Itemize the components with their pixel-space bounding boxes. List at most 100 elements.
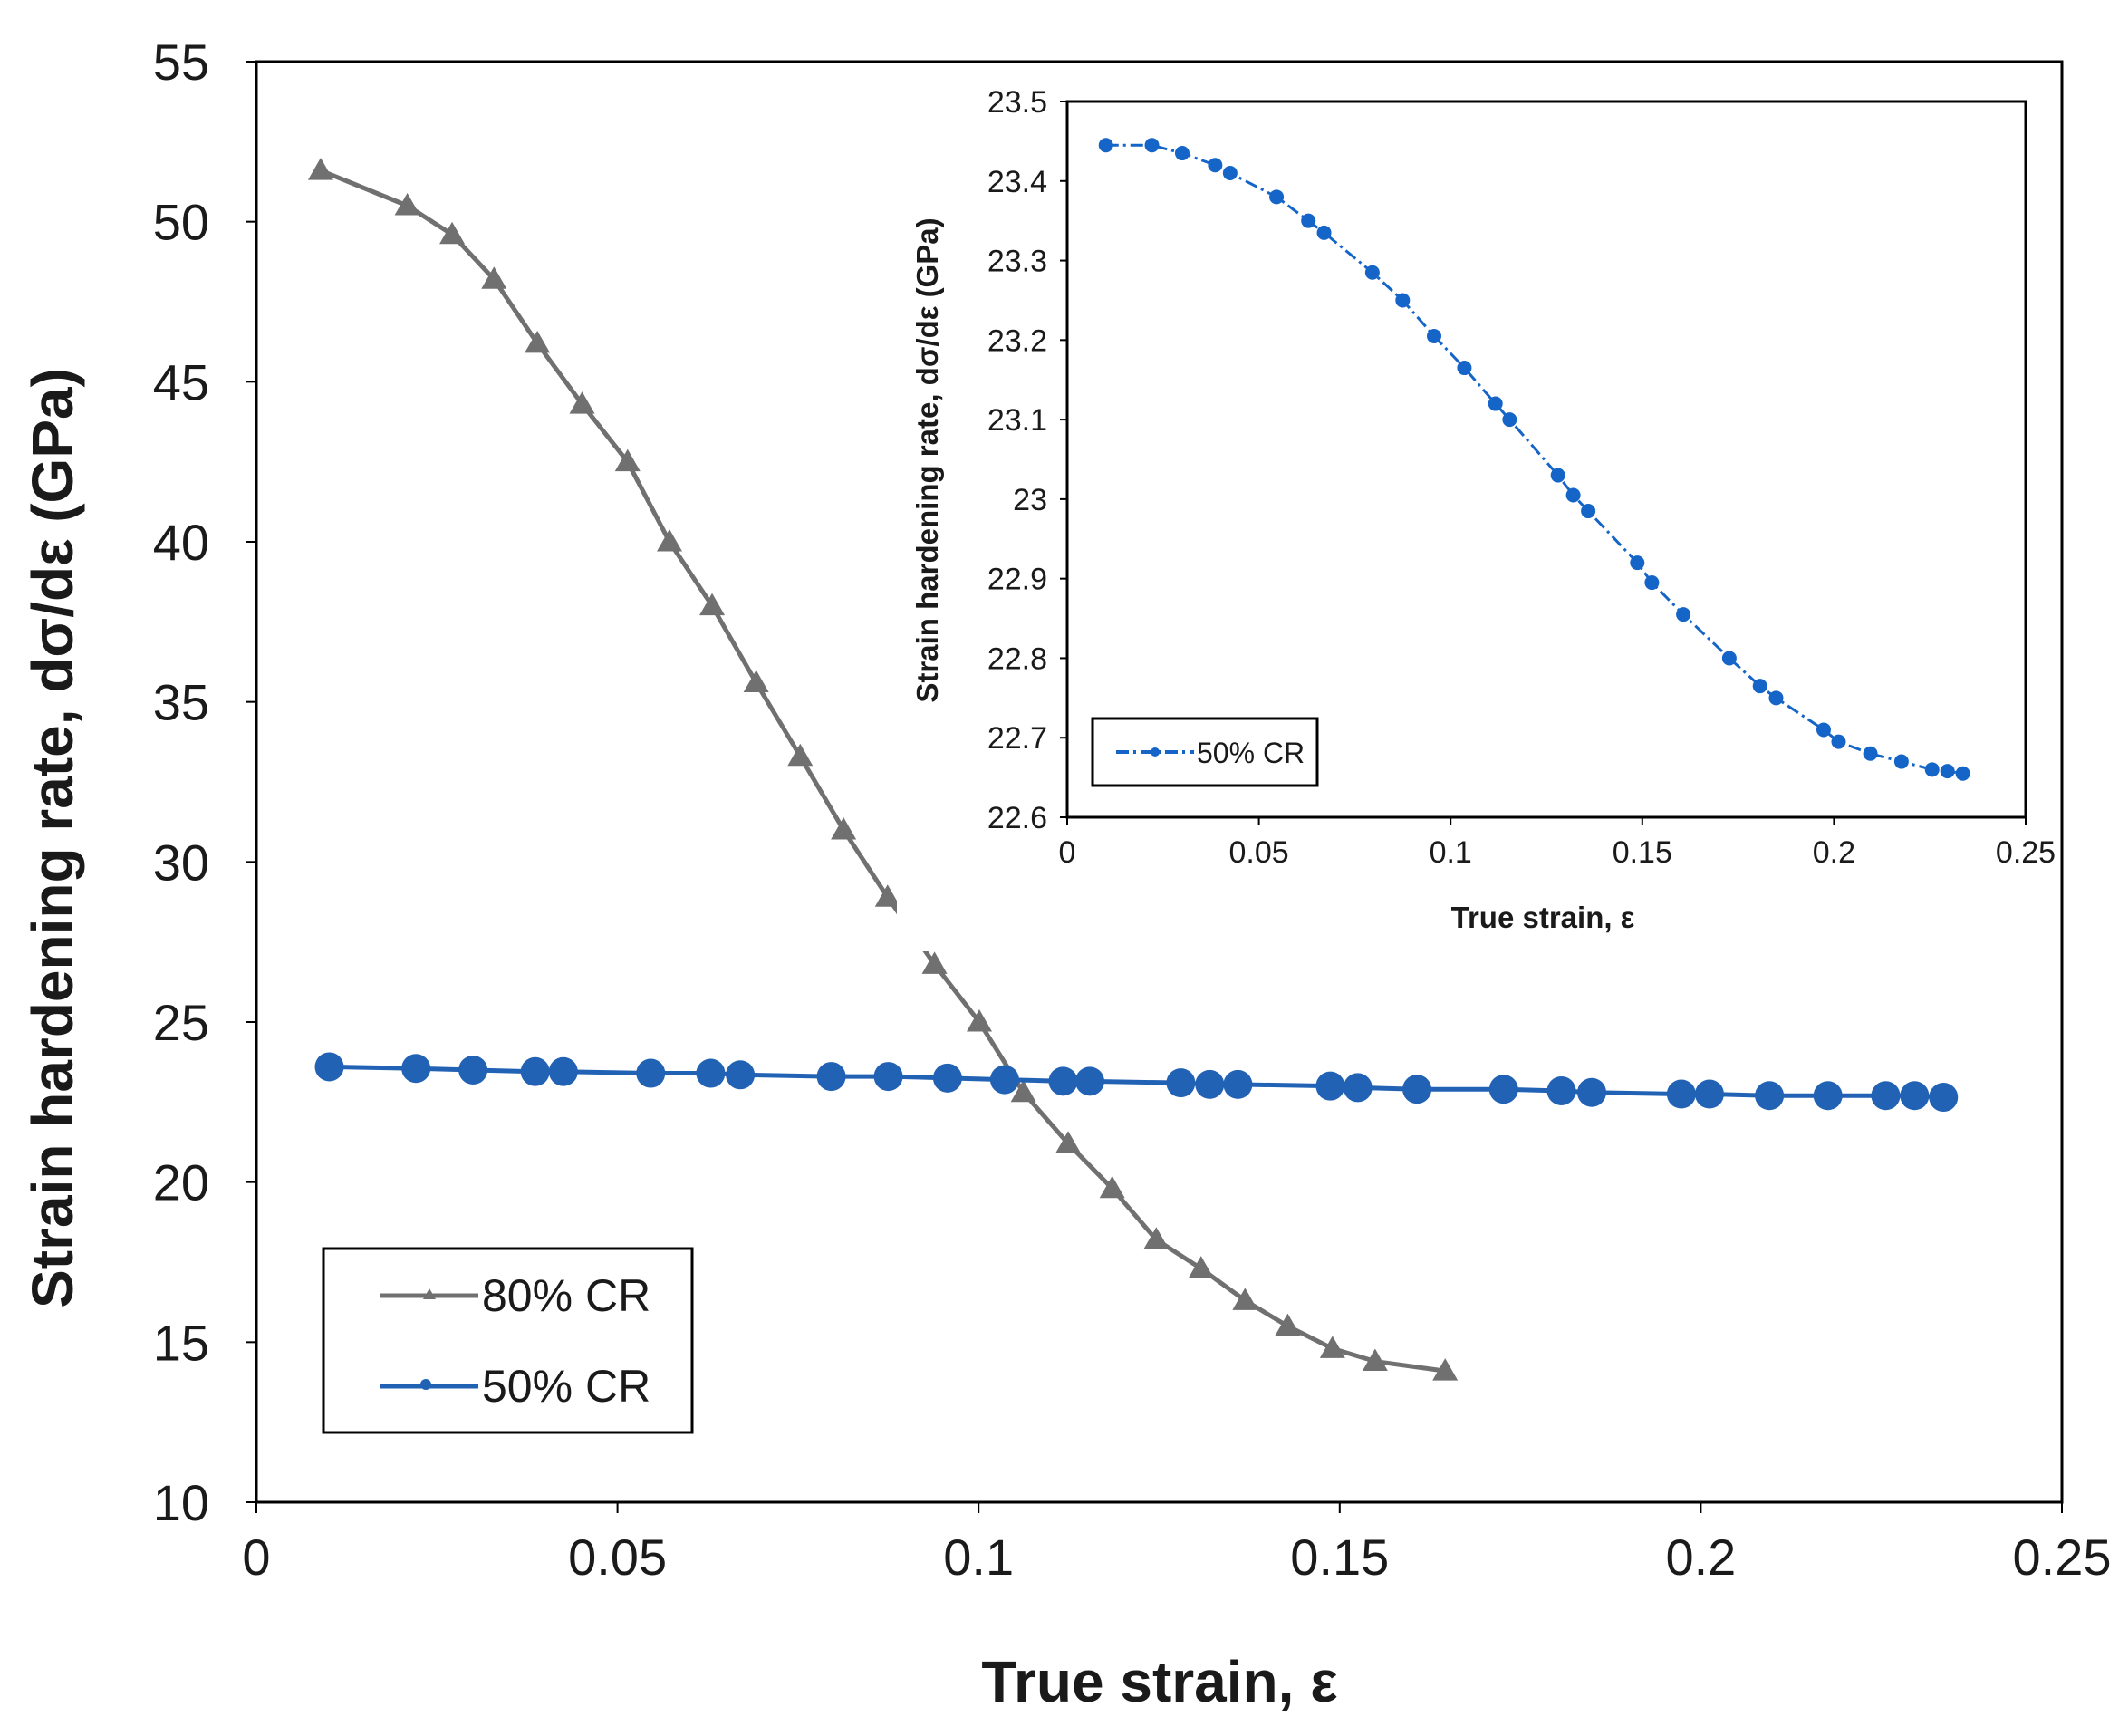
inset-y-tick-label: 23.5 [987, 85, 1047, 120]
inset-x-tick-label: 0.05 [1229, 835, 1289, 870]
main-series-80-cr-point [481, 266, 507, 289]
main-series-50-cr-point [1666, 1079, 1696, 1109]
inset-series-50-cr-point [1488, 396, 1503, 411]
main-series-80-cr-point [614, 448, 641, 472]
main-series-50-cr-point [696, 1058, 726, 1088]
main-series-50-cr-point [1315, 1071, 1345, 1101]
inset-x-tick-label: 0.2 [1813, 835, 1855, 870]
main-x-tick-label: 0 [242, 1529, 270, 1586]
inset-y-tick-label: 23.3 [987, 245, 1047, 279]
main-y-tick-label: 35 [153, 674, 209, 731]
inset-series-50-cr-point [1581, 504, 1596, 519]
inset-series-50-cr-point [1395, 293, 1411, 308]
main-series-80-cr-point [1055, 1131, 1082, 1153]
main-series-50-cr-point [520, 1056, 550, 1086]
main-series-80-cr-point [1099, 1175, 1125, 1199]
main-series-50-cr-point [1195, 1069, 1225, 1099]
main-x-tick-label: 0.25 [2013, 1529, 2112, 1586]
main-series-50-cr-point [726, 1060, 756, 1090]
inset-series-50-cr-point [1644, 575, 1660, 591]
main-series-50-cr-point [1402, 1075, 1432, 1104]
main-series-80-cr-point [1275, 1313, 1301, 1336]
inset-series-50-cr-point [1269, 189, 1285, 205]
main-series-80-cr-point [743, 670, 769, 692]
main-series-50-cr-point [1223, 1069, 1253, 1099]
main-y-tick-label: 20 [153, 1154, 209, 1211]
inset-plot-area [1065, 100, 2027, 819]
inset-series-50-cr-point [1301, 213, 1316, 228]
main-x-tick-label: 0.15 [1290, 1529, 1389, 1586]
inset-plot: 0 0.05 0.1 0.15 0.2 0.25 22.6 22.7 22.8 22.9 23 23.… [897, 85, 2056, 951]
main-series-50-cr-point [1074, 1066, 1104, 1096]
main-series-80-cr-point [874, 884, 901, 907]
main-y-tick-label: 50 [153, 194, 209, 251]
inset-series-50-cr-point [1565, 487, 1581, 503]
inset-legend-marker [1151, 747, 1160, 757]
main-ticks: 0 0.05 0.1 0.15 0.2 0.25 10 15 20 25 30 35 40 45 50 55 [153, 34, 2112, 1586]
inset-series-50-cr-point [1955, 766, 1970, 781]
inset-series-50-cr-point [1863, 746, 1878, 761]
main-legend: 80% CR 50% CR [322, 1247, 694, 1434]
inset-series-50-cr-point [1502, 412, 1517, 428]
legend-50cr-marker [420, 1379, 431, 1390]
main-x-axis-title: True strain, ε [981, 1649, 1337, 1714]
main-series-50-cr-point [1900, 1081, 1930, 1111]
main-series-80-cr-point [656, 529, 682, 552]
main-series-50-cr-point [816, 1062, 846, 1092]
main-series-50-cr-point [458, 1056, 488, 1085]
main-series-80-cr-point [1232, 1288, 1258, 1310]
inset-y-tick-label: 22.6 [987, 801, 1047, 835]
main-series-80-cr-point [525, 330, 551, 353]
inset-series-50-cr-point [1721, 651, 1737, 666]
inset-y-tick-label: 23.1 [987, 403, 1047, 438]
main-series-50-cr-point [1343, 1073, 1373, 1103]
main-series-80-cr-point [1010, 1079, 1036, 1103]
inset-series-50-cr-point [1144, 138, 1160, 153]
main-series-50-cr-point [1546, 1075, 1576, 1105]
main-y-tick-label: 40 [153, 514, 209, 571]
inset-legend-box [1091, 717, 1319, 787]
main-y-tick-label: 45 [153, 353, 209, 410]
main-series-50-cr-point [314, 1052, 344, 1082]
main-series-80-cr-point [569, 391, 595, 414]
main-y-axis-title: Strain hardening rate, dσ/dε (GPa) [20, 368, 85, 1308]
inset-series-50-cr-point [1752, 679, 1767, 694]
main-series [307, 158, 1959, 1381]
inset-series-50-cr-point [1831, 734, 1846, 749]
main-series-50-cr-point [873, 1062, 903, 1092]
main-x-tick-label: 0.05 [568, 1529, 667, 1586]
main-series-80-cr-point [966, 1009, 992, 1032]
main-series-80-cr-point [394, 193, 420, 216]
inset-y-tick-label: 23.4 [987, 165, 1047, 199]
main-series-50-cr-point [548, 1056, 578, 1086]
inset-series-50-cr-point [1768, 690, 1784, 706]
main-series-80-cr-point [921, 951, 948, 974]
main-series-50-cr-point [636, 1058, 666, 1088]
inset-series-50-cr-point [1940, 764, 1955, 779]
main-series-50-cr-point [401, 1054, 431, 1084]
main-y-tick-label: 25 [153, 994, 209, 1051]
main-series-80-cr-point [1432, 1358, 1459, 1381]
legend-80cr-marker [423, 1288, 436, 1299]
inset-legend-label: 50% CR [1197, 737, 1305, 769]
main-series-50-cr-point [1813, 1081, 1843, 1111]
inset-series [1098, 138, 1970, 781]
main-series-50-cr-point [1488, 1075, 1518, 1104]
inset-ticks: 0 0.05 0.1 0.15 0.2 0.25 22.6 22.7 22.8 22.9 23 23.… [987, 85, 2056, 870]
inset-series-50-cr-point [1816, 722, 1831, 738]
inset-series-50-cr-point [1174, 146, 1190, 161]
inset-y-tick-label: 23 [1013, 483, 1047, 517]
inset-y-tick-label: 22.8 [987, 641, 1047, 676]
inset-series-50-cr-point [1364, 265, 1380, 280]
main-y-tick-label: 10 [153, 1474, 209, 1531]
main-series-80-cr-point [1319, 1336, 1345, 1358]
main-series-50-cr-point [989, 1065, 1019, 1095]
inset-series-50-cr-point [1316, 225, 1332, 240]
main-legend-box [322, 1247, 694, 1434]
main-series-50-cr-point [1048, 1066, 1078, 1096]
main-series-50-cr-point [1166, 1068, 1196, 1098]
main-series-50-cr-point [1755, 1081, 1785, 1111]
main-series-80-cr-point [1143, 1227, 1170, 1249]
main-series-50-cr-point [1577, 1077, 1607, 1107]
inset-x-tick-label: 0.15 [1613, 835, 1672, 870]
